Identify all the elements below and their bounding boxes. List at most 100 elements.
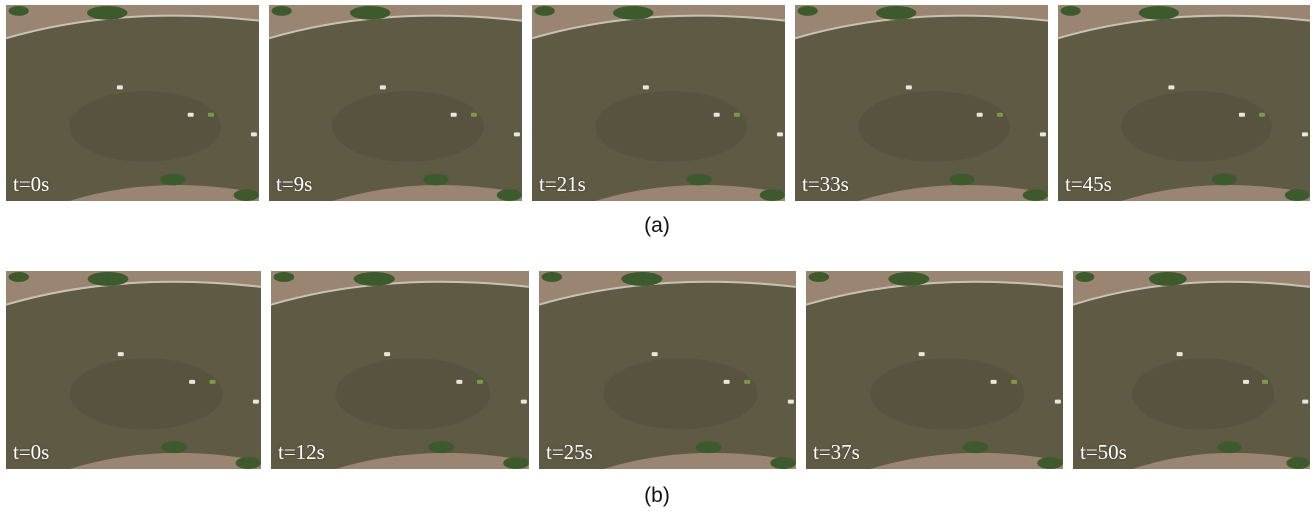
boat (1011, 379, 1018, 384)
water (6, 271, 261, 469)
boat (1176, 352, 1183, 357)
frame-b-5: t=50s (1073, 271, 1310, 469)
top-bank-edge (6, 280, 261, 306)
top-vegetation (353, 271, 395, 286)
frame-a-2: t=9s (269, 5, 522, 201)
boat (450, 112, 457, 117)
pond-aerial-view (271, 271, 529, 469)
boat (384, 352, 391, 357)
frame-b-1: t=0s (6, 271, 261, 469)
top-bank-edge (1058, 14, 1310, 40)
boat (187, 112, 194, 117)
top-vegetation (541, 271, 563, 282)
boat (379, 85, 386, 90)
bottom-vegetation (423, 173, 449, 186)
time-label: t=9s (276, 172, 313, 196)
frame-a-1: t=0s (6, 5, 259, 201)
boat (470, 112, 477, 117)
boat (209, 379, 216, 384)
boat (1243, 379, 1250, 384)
boat (1259, 112, 1266, 117)
pond-aerial-view (806, 271, 1063, 469)
bottom-vegetation (235, 457, 261, 469)
top-bank (795, 5, 1048, 39)
top-bank (806, 271, 1063, 305)
time-label: t=21s (539, 172, 586, 196)
top-vegetation (86, 5, 128, 20)
pond-aerial-view (795, 5, 1048, 201)
bottom-vegetation (1022, 189, 1048, 201)
bottom-vegetation (496, 189, 522, 201)
bottom-vegetation (695, 441, 722, 454)
bottom-bank (332, 184, 522, 201)
boat (905, 85, 912, 90)
bottom-vegetation (1284, 189, 1310, 201)
water (6, 5, 259, 201)
top-bank-edge (539, 280, 796, 306)
boat (1039, 132, 1046, 137)
time-label: t=50s (1080, 440, 1127, 464)
bottom-bank (335, 452, 529, 469)
water (271, 271, 529, 469)
boat (250, 132, 257, 137)
top-vegetation (808, 271, 830, 282)
top-bank-edge (1073, 280, 1310, 306)
pond-aerial-view (269, 5, 522, 201)
pond-aerial-view (6, 271, 261, 469)
top-vegetation (534, 5, 555, 16)
bottom-bank (858, 184, 1048, 201)
bottom-vegetation (686, 173, 712, 186)
bottom-vegetation (949, 173, 975, 186)
top-bank-edge (269, 14, 522, 40)
top-bank-edge (806, 280, 1063, 306)
top-bank (1073, 271, 1310, 305)
bottom-vegetation (770, 457, 796, 469)
water (539, 271, 796, 469)
boat (744, 379, 751, 384)
frame-b-3: t=25s (539, 271, 796, 469)
pond-aerial-view (532, 5, 785, 201)
bottom-vegetation (233, 189, 259, 201)
water-shade (858, 91, 1011, 162)
boat (1168, 85, 1175, 90)
boat (776, 132, 783, 137)
boat (1238, 112, 1245, 117)
boat (990, 379, 997, 384)
top-bank (532, 5, 785, 39)
boat (513, 132, 520, 137)
top-bank-edge (271, 280, 529, 306)
boat (733, 112, 740, 117)
time-label: t=33s (802, 172, 849, 196)
bottom-vegetation (160, 173, 186, 186)
bottom-vegetation (1217, 441, 1242, 454)
boat (189, 379, 196, 384)
time-label: t=25s (546, 440, 593, 464)
water-shade (332, 91, 485, 162)
bottom-vegetation (1211, 173, 1237, 186)
water (806, 271, 1063, 469)
time-label: t=12s (278, 440, 325, 464)
boat (996, 112, 1003, 117)
boat (976, 112, 983, 117)
water-shade (870, 358, 1025, 430)
time-label: t=0s (13, 440, 50, 464)
boat (476, 379, 483, 384)
water-shade (1121, 91, 1273, 162)
water-shade (69, 91, 222, 162)
time-label: t=0s (13, 172, 50, 196)
top-vegetation (612, 5, 654, 20)
top-bank-edge (532, 14, 785, 40)
frame-b-4: t=37s (806, 271, 1063, 469)
caption-a: (a) (644, 214, 670, 237)
top-vegetation (797, 5, 818, 16)
boat (713, 112, 720, 117)
boat (787, 399, 794, 404)
boat (456, 379, 463, 384)
boat (651, 352, 658, 357)
frame-a-3: t=21s (532, 5, 785, 201)
bottom-vegetation (1037, 457, 1063, 469)
frame-a-5: t=45s (1058, 5, 1310, 201)
top-bank-edge (795, 14, 1048, 40)
top-vegetation (1148, 271, 1187, 286)
